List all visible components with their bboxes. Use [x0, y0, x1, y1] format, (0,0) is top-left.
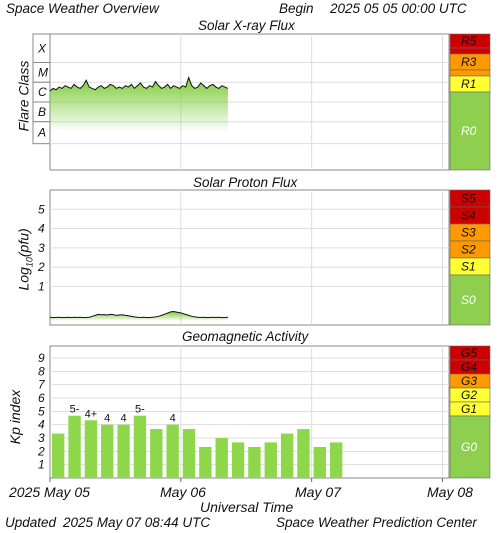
kp-bar-12	[248, 446, 261, 478]
proton-scale-label-s5: S5	[461, 192, 476, 206]
footer-source: Space Weather Prediction Center	[276, 515, 477, 530]
kp-y-tick-4: 4	[38, 418, 45, 432]
xray-scale-label-r3: R3	[461, 55, 477, 69]
kp-scale-label-g5: G5	[461, 346, 477, 360]
panel-frame-1	[49, 189, 450, 326]
kp-bar-6	[150, 429, 163, 478]
kp-y-tick-5: 5	[38, 404, 45, 418]
kp-scale-label-g3: G3	[461, 374, 477, 388]
kp-scale-label-g4: G4	[461, 360, 477, 374]
kp-y-tick-2: 2	[37, 444, 45, 458]
flare-class-label-m: M	[38, 65, 48, 79]
kp-bar-label-4: 4	[121, 413, 127, 425]
kp-bar-13	[264, 442, 277, 478]
x-tick-label-may07: May 07	[295, 484, 341, 500]
kp-bar-10	[215, 438, 228, 478]
kp-y-tick-6: 6	[38, 391, 45, 405]
kp-bar-5	[133, 415, 147, 478]
kp-bar-17	[329, 442, 343, 478]
kp-y-tick-3: 3	[38, 431, 45, 445]
proton-y-tick-2: 2	[37, 260, 45, 274]
flare-class-label-x: X	[37, 41, 47, 55]
kp-bar-label-3: 4	[104, 413, 110, 425]
proton-scale-segment-s0	[449, 274, 491, 326]
flare-class-label-a: A	[37, 126, 46, 140]
kp-scale-label-g1: G1	[461, 402, 477, 416]
xray-scale-label-r5: R5	[461, 34, 477, 48]
kp-bar-11	[231, 442, 245, 478]
flare-class-box-a	[32, 121, 51, 145]
x-axis-title: Universal Time	[200, 499, 294, 515]
proton-y-tick-1: 1	[38, 279, 45, 293]
kp-bar-2	[84, 420, 98, 478]
kp-bar-9	[199, 446, 212, 478]
kp-scale-segment-g0	[449, 415, 491, 479]
proton-panel-title: Solar Proton Flux	[193, 175, 298, 190]
updated-label: Updated	[5, 515, 57, 530]
header-title: Space Weather Overview	[6, 1, 159, 16]
kp-bar-7	[166, 424, 179, 478]
begin-value: 2025 05 05 00:00 UTC	[330, 1, 467, 16]
proton-y-tick-5: 5	[38, 202, 45, 216]
xray-flux-line	[49, 75, 229, 92]
xray-flux-fill	[50, 77, 228, 132]
flare-class-label-c: C	[38, 85, 47, 99]
kp-bar-8	[182, 429, 196, 478]
x-tick-label-may06: May 06	[160, 484, 206, 500]
xray-scale-label-r0: R0	[461, 124, 477, 138]
xray-scale-segment-1	[449, 47, 491, 55]
kp-bar-14	[280, 433, 294, 478]
x-tick-label-may08: May 08	[427, 484, 473, 500]
x-tick-label-may05: 2025 May 05	[9, 484, 90, 500]
kp-y-tick-9: 9	[38, 351, 45, 365]
kp-bar-label-7: 4	[170, 413, 176, 425]
kp-y-tick-8: 8	[38, 364, 45, 378]
kp-bar-1	[68, 415, 81, 478]
kp-bar-label-5: 5-	[135, 404, 145, 416]
xray-panel-title: Solar X-ray Flux	[198, 18, 295, 33]
kp-bar-16	[313, 446, 326, 478]
xray-scale-label-r1: R1	[461, 77, 476, 91]
proton-y-tick-4: 4	[38, 222, 45, 236]
proton-scale-label-s4: S4	[461, 209, 476, 223]
proton-y-tick-3: 3	[38, 241, 45, 255]
flare-class-label-b: B	[38, 105, 46, 119]
proton-scale-label-s3: S3	[461, 226, 476, 240]
kp-y-tick-1: 1	[38, 458, 45, 472]
proton-flux-line	[49, 310, 228, 319]
kp-bar-0	[52, 433, 65, 478]
kp-bar-3	[101, 424, 114, 478]
proton-scale-label-s2: S2	[461, 243, 476, 257]
kp-bar-label-2: 4+	[85, 408, 98, 420]
geomag-panel-title: Geomagnetic Activity	[182, 329, 309, 344]
xray-scale-segment-5	[449, 91, 491, 171]
updated-value: 2025 May 07 08:44 UTC	[63, 515, 211, 530]
proton-scale-label-s0: S0	[461, 293, 476, 307]
xray-scale-segment-3	[449, 69, 491, 77]
proton-scale-label-s1: S1	[461, 260, 476, 274]
kp-bar-label-1: 5-	[70, 404, 80, 416]
kp-bar-4	[117, 424, 130, 478]
kp-bar-15	[297, 429, 310, 478]
kp-scale-label-g0: G0	[461, 440, 477, 454]
begin-label: Begin	[279, 1, 314, 16]
kp-scale-label-g2: G2	[461, 388, 477, 402]
kp-y-tick-7: 7	[38, 378, 46, 392]
